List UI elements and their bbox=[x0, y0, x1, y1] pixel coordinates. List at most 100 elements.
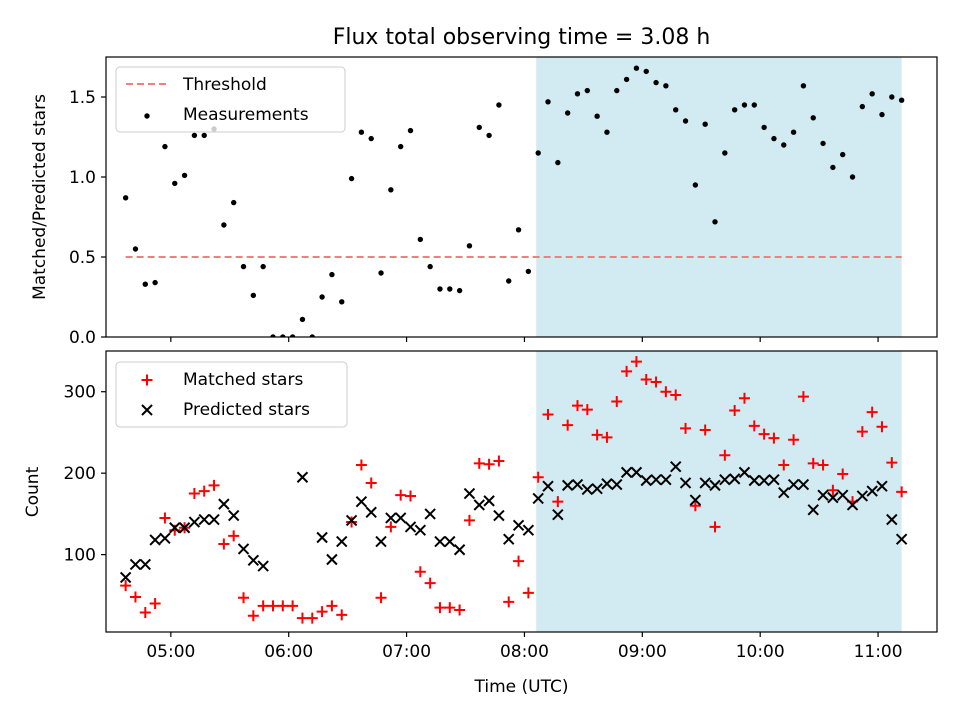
predicted-star-marker bbox=[886, 513, 898, 526]
matched-star-marker bbox=[444, 602, 456, 614]
data-point bbox=[476, 124, 482, 131]
x-axis-label: Time (UTC) bbox=[474, 677, 569, 697]
data-point bbox=[840, 151, 846, 158]
matched-star-marker bbox=[454, 604, 466, 616]
data-point bbox=[378, 270, 384, 276]
predicted-star-marker bbox=[522, 524, 535, 536]
data-point bbox=[309, 334, 315, 337]
matched-star-marker bbox=[208, 479, 220, 491]
predicted-star-marker bbox=[355, 495, 368, 508]
predicted-star-marker bbox=[650, 473, 662, 486]
data-point bbox=[869, 91, 875, 97]
matched-star-marker bbox=[493, 455, 505, 467]
matched-star-marker bbox=[738, 392, 750, 404]
matched-star-marker bbox=[473, 457, 485, 469]
predicted-star-marker bbox=[188, 516, 201, 528]
data-point bbox=[633, 65, 640, 71]
legend-frame bbox=[115, 361, 348, 428]
bottom-ylabel: Count bbox=[23, 466, 43, 517]
data-point bbox=[388, 187, 394, 193]
matched-star-marker bbox=[571, 400, 583, 412]
data-point bbox=[810, 115, 816, 121]
matched-star-marker bbox=[562, 419, 574, 431]
data-point bbox=[535, 150, 541, 156]
legend-frame bbox=[115, 66, 346, 133]
data-point bbox=[574, 91, 581, 97]
data-point bbox=[486, 132, 492, 139]
legend-matched-swatch bbox=[141, 374, 153, 386]
data-point bbox=[466, 243, 473, 249]
data-point bbox=[368, 135, 374, 142]
matched-star-marker bbox=[483, 458, 495, 470]
legend-measurements-swatch bbox=[144, 113, 150, 119]
data-point bbox=[653, 79, 659, 86]
data-point bbox=[270, 334, 276, 337]
predicted-star-marker bbox=[778, 487, 790, 499]
x-tick-label: 07:00 bbox=[382, 642, 431, 662]
data-point bbox=[427, 263, 433, 270]
matched-star-marker bbox=[424, 577, 436, 589]
data-point bbox=[859, 103, 866, 110]
predicted-star-marker bbox=[394, 512, 407, 524]
data-point bbox=[162, 143, 168, 150]
predicted-star-marker bbox=[836, 489, 849, 501]
bottom-axes-frame bbox=[105, 350, 938, 633]
matched-star-marker bbox=[591, 429, 603, 441]
legend-predicted-swatch bbox=[141, 404, 153, 416]
predicted-star-marker bbox=[591, 482, 603, 495]
matched-star-marker bbox=[670, 389, 682, 401]
predicted-star-marker bbox=[640, 474, 652, 487]
matched-star-marker bbox=[139, 606, 151, 618]
x-tick-label: 06:00 bbox=[264, 642, 313, 662]
predicted-star-marker bbox=[247, 554, 260, 567]
predicted-star-marker bbox=[768, 473, 780, 486]
matched-star-marker bbox=[758, 428, 770, 440]
predicted-star-marker bbox=[689, 494, 702, 506]
predicted-star-marker bbox=[483, 495, 495, 507]
predicted-star-marker bbox=[611, 478, 623, 491]
data-point bbox=[525, 268, 532, 275]
data-point bbox=[692, 182, 699, 188]
y-tick-label: 0.0 bbox=[69, 328, 96, 348]
data-point bbox=[879, 111, 885, 118]
predicted-star-marker bbox=[463, 487, 476, 500]
matched-star-marker bbox=[886, 457, 898, 469]
predicted-star-marker bbox=[149, 534, 161, 546]
data-point bbox=[761, 124, 767, 131]
data-point bbox=[604, 129, 610, 135]
predicted-star-marker bbox=[424, 508, 436, 520]
matched-star-marker bbox=[375, 592, 387, 604]
matched-star-marker bbox=[876, 421, 888, 433]
data-point bbox=[250, 292, 257, 299]
matched-star-marker bbox=[385, 521, 397, 533]
matched-star-marker bbox=[680, 422, 692, 434]
matched-star-marker bbox=[896, 486, 908, 498]
predicted-star-marker bbox=[787, 478, 800, 491]
data-point bbox=[830, 164, 836, 171]
predicted-star-marker bbox=[227, 509, 240, 522]
matched-star-marker bbox=[198, 485, 210, 497]
data-point bbox=[289, 334, 296, 337]
data-point bbox=[230, 199, 237, 206]
predicted-star-marker bbox=[679, 477, 692, 489]
predicted-star-marker bbox=[601, 478, 613, 490]
matched-star-marker bbox=[621, 365, 633, 377]
matched-star-marker bbox=[719, 449, 731, 461]
predicted-star-marker bbox=[169, 522, 181, 534]
data-point bbox=[731, 107, 738, 113]
matched-star-marker bbox=[689, 500, 701, 512]
y-tick-label: 100 bbox=[64, 546, 96, 566]
matched-star-marker bbox=[856, 426, 868, 438]
data-point bbox=[898, 97, 905, 103]
matched-star-marker bbox=[267, 600, 279, 612]
data-point bbox=[191, 132, 198, 139]
predicted-star-marker bbox=[208, 513, 220, 526]
matched-star-marker bbox=[120, 580, 132, 592]
data-point bbox=[702, 121, 708, 127]
data-point bbox=[456, 287, 463, 294]
data-point bbox=[240, 263, 247, 270]
data-point bbox=[132, 246, 139, 252]
top-panel: 0.0 0.5 1.0 1.5 Threshold Measurements bbox=[69, 56, 938, 348]
matched-star-marker bbox=[336, 609, 348, 621]
